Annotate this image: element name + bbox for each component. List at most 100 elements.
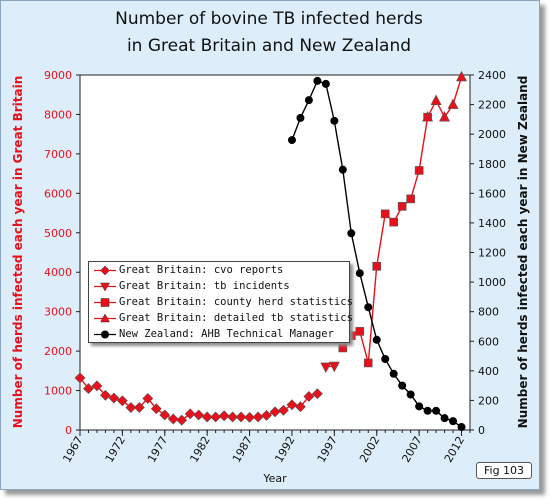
legend-item-nz-ahb: New Zealand: AHB Technical Manager <box>93 327 347 342</box>
x-tick-label: 1967 <box>60 434 85 465</box>
data-point <box>363 358 373 368</box>
y-tick-label-left: 4000 <box>44 266 72 279</box>
legend-item-gb-tb-incidents: Great Britain: tb incidents <box>93 279 347 294</box>
data-point <box>338 165 347 174</box>
plot-area <box>79 74 471 431</box>
data-point <box>159 409 171 421</box>
data-point <box>210 411 222 423</box>
y-tick-label-right: 2400 <box>478 69 506 82</box>
figure-label-badge: Fig 103 <box>476 462 533 479</box>
data-point <box>201 411 213 423</box>
data-point <box>125 402 137 413</box>
data-point <box>311 388 323 400</box>
data-point <box>193 409 205 421</box>
data-point <box>100 389 111 401</box>
legend-label: Great Britain: cvo reports <box>119 264 284 276</box>
data-point <box>218 410 230 422</box>
legend-label: Great Britain: county herd statistics <box>119 296 353 308</box>
data-point <box>321 79 330 88</box>
data-point <box>320 362 332 374</box>
y-tick-label-left: 1000 <box>44 385 72 398</box>
data-point <box>184 408 196 420</box>
x-tick-label: 1992 <box>272 434 297 465</box>
series-layer <box>74 70 468 432</box>
y-tick-label-left: 6000 <box>44 187 72 200</box>
y-tick-label-right: 1400 <box>478 217 506 230</box>
data-point <box>244 411 255 423</box>
data-point <box>83 383 94 395</box>
x-tick-label: 1972 <box>103 434 128 465</box>
data-point <box>423 406 432 415</box>
data-point <box>330 116 339 125</box>
data-point <box>381 355 390 363</box>
data-point <box>303 391 315 402</box>
data-point <box>372 335 381 344</box>
x-tick-label: 1977 <box>145 434 170 465</box>
data-point <box>347 229 356 238</box>
data-point <box>338 343 348 353</box>
data-point <box>167 413 179 425</box>
chart-title: Number of bovine TB infected herds in Gr… <box>0 6 538 60</box>
y-tick-label-left: 9000 <box>44 69 72 82</box>
data-point <box>295 401 306 413</box>
y-tick-label-left: 7000 <box>44 148 72 161</box>
data-point <box>74 372 86 384</box>
data-point <box>456 70 468 82</box>
data-point <box>430 94 442 105</box>
data-point <box>176 414 188 426</box>
data-point <box>304 96 313 105</box>
data-point <box>422 111 434 122</box>
x-tick-label: 2012 <box>442 434 467 465</box>
y-tick-label-right: 800 <box>478 306 499 319</box>
data-point <box>286 399 298 411</box>
data-point <box>296 113 305 122</box>
data-point <box>364 303 373 312</box>
data-point <box>313 76 322 85</box>
y-tick-label-right: 2200 <box>478 99 506 112</box>
data-point <box>389 369 398 378</box>
x-tick-label: 2002 <box>357 434 382 465</box>
data-point <box>406 390 415 399</box>
data-point <box>439 111 451 122</box>
data-point <box>432 406 441 415</box>
y-tick-label-right: 200 <box>478 394 499 407</box>
data-point <box>235 411 247 423</box>
y-tick-label-left: 0 <box>65 424 72 437</box>
data-point <box>355 269 364 278</box>
x-tick-label: 1987 <box>230 434 255 465</box>
data-point <box>457 423 466 432</box>
legend-label: New Zealand: AHB Technical Manager <box>119 328 334 340</box>
data-point <box>398 381 407 390</box>
y-axis-label-left: Number of herds infected each year in Gr… <box>11 76 25 428</box>
data-point <box>287 136 296 145</box>
data-point <box>389 217 398 227</box>
legend-label: Great Britain: detailed tb statistics <box>119 312 353 324</box>
data-point <box>447 98 459 109</box>
y-tick-label-right: 400 <box>478 365 499 378</box>
y-tick-label-left: 8000 <box>44 108 72 121</box>
x-tick-label: 2007 <box>399 434 424 465</box>
legend: Great Britain: cvo reports Great Britain… <box>88 261 353 343</box>
data-point <box>415 402 424 411</box>
y-tick-label-right: 0 <box>478 424 485 437</box>
y-tick-label-right: 1600 <box>478 187 506 200</box>
x-tick-label: 1982 <box>188 434 213 465</box>
data-point <box>133 402 145 413</box>
y-axis-label-right: Number of herds infected each year in Ne… <box>516 76 530 429</box>
data-point <box>406 194 415 204</box>
data-point <box>414 166 424 175</box>
data-point <box>278 404 289 416</box>
legend-item-gb-county-herd: Great Britain: county herd statistics <box>93 295 353 310</box>
legend-label: Great Britain: tb incidents <box>119 280 290 292</box>
data-point <box>227 411 239 423</box>
data-point <box>397 202 407 211</box>
data-point <box>261 409 272 421</box>
data-point <box>449 417 458 426</box>
y-tick-label-left: 2000 <box>44 345 72 358</box>
data-point <box>355 327 365 336</box>
data-point <box>328 361 340 373</box>
data-point <box>380 209 390 219</box>
chart-title-line-1: Number of bovine TB infected herds <box>115 9 423 29</box>
y-tick-label-right: 600 <box>478 335 499 348</box>
